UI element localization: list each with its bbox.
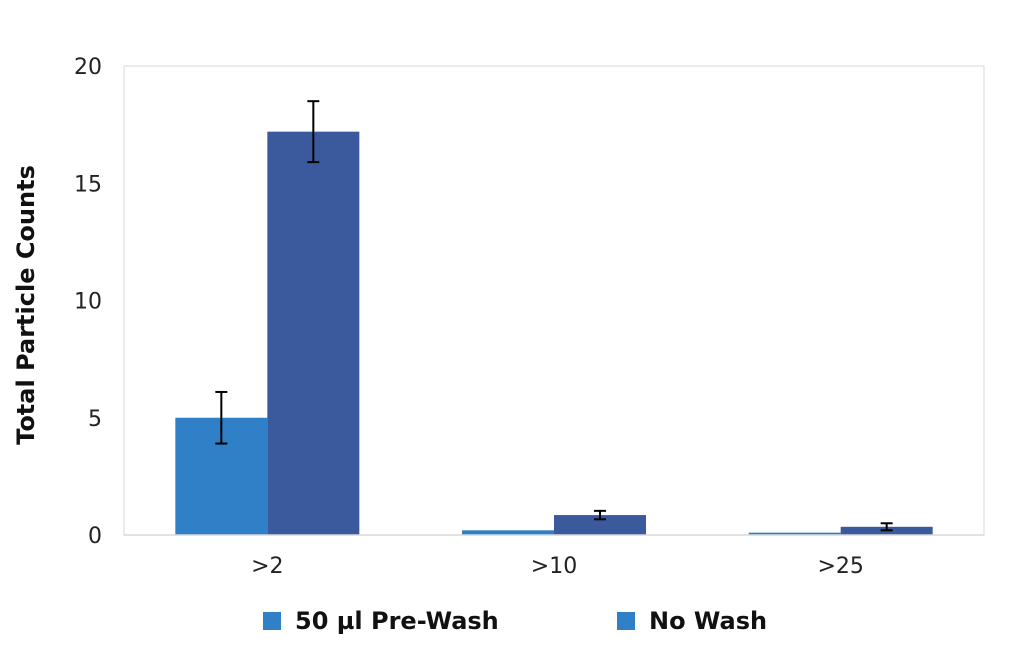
error-bars-group: [215, 100, 893, 532]
legend-swatch-pre-wash: [263, 612, 281, 630]
bar-pre-wash-1: [462, 530, 554, 535]
y-tick-label: 15: [74, 172, 102, 197]
legend: 50 µl Pre-Wash No Wash: [263, 607, 767, 635]
bar-no-wash-0: [267, 131, 360, 535]
y-tick-label: 5: [88, 407, 102, 432]
legend-label-no-wash: No Wash: [649, 607, 767, 635]
error-bar-no-wash-1: [594, 509, 606, 521]
y-axis-title: Total Particle Counts: [12, 165, 40, 445]
x-tick-label: >10: [531, 554, 577, 579]
error-bar-no-wash-0: [307, 100, 320, 164]
y-tick-label: 10: [74, 290, 102, 315]
error-bar-pre-wash-0: [215, 390, 228, 445]
bar-no-wash-1: [554, 515, 646, 535]
legend-label-pre-wash: 50 µl Pre-Wash: [295, 607, 499, 635]
error-bar-no-wash-2: [880, 522, 893, 532]
y-axis-ticks: 0 5 10 15 20: [74, 55, 102, 549]
y-tick-label: 20: [74, 55, 102, 80]
x-tick-label: >25: [817, 554, 863, 579]
y-tick-label: 0: [88, 524, 102, 549]
legend-swatch-no-wash: [617, 612, 635, 630]
bar-pre-wash-2: [748, 532, 841, 535]
x-tick-label: >2: [251, 554, 283, 579]
x-axis-ticks: >2 >10 >25: [251, 554, 864, 579]
